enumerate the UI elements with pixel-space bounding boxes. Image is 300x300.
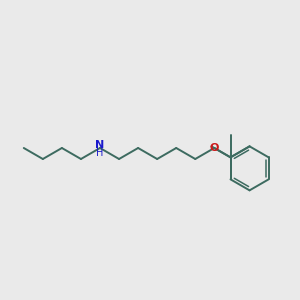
Text: H: H — [96, 148, 104, 158]
Text: N: N — [95, 140, 105, 150]
Text: O: O — [210, 143, 219, 153]
